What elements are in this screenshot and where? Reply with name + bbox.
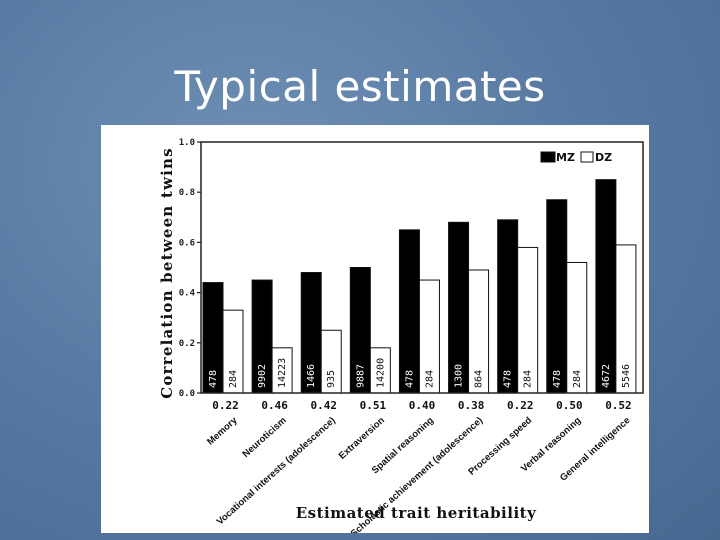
- sample-size-label: 935: [326, 370, 337, 388]
- heritability-label: 0.22: [212, 399, 239, 412]
- sample-size-label: 1466: [306, 364, 317, 388]
- bar-mz-8: [546, 199, 568, 394]
- sample-size-label: 14200: [375, 358, 386, 388]
- heritability-label: 0.46: [261, 399, 288, 412]
- chart-figure: 478 284 9902 14223 1466 935 9887 14200 478 284 130…: [101, 125, 649, 533]
- category-label: Extraversion: [337, 415, 387, 462]
- chart-legend: MZ DZ: [540, 151, 612, 164]
- sample-size-label: 864: [474, 370, 485, 388]
- sample-size-label: 1300: [454, 364, 465, 388]
- plot-frame: [200, 141, 644, 394]
- legend-label-mz: MZ: [556, 151, 575, 164]
- legend-swatch-dz: [580, 151, 594, 163]
- category-label: Neuroticism: [241, 415, 289, 460]
- twin-correlation-chart: 478 284 9902 14223 1466 935 9887 14200 478 284 130…: [158, 138, 644, 533]
- bar-mz-9: [595, 179, 617, 394]
- heritability-label: 0.42: [311, 399, 338, 412]
- bar-mz-5: [398, 229, 420, 394]
- y-axis-label: Correlation between twins: [158, 147, 176, 398]
- legend-swatch-mz: [540, 151, 556, 163]
- sample-size-label: 478: [503, 370, 514, 388]
- heritability-label: 0.51: [360, 399, 387, 412]
- y-tick-label: 0.0: [179, 389, 195, 399]
- legend-label-dz: DZ: [595, 151, 612, 164]
- sample-size-label: 9902: [257, 364, 268, 388]
- sample-size-label: 9887: [355, 364, 366, 388]
- sample-size-label: 478: [404, 370, 415, 388]
- sample-size-label: 4672: [601, 364, 612, 388]
- heritability-label: 0.22: [507, 399, 534, 412]
- heritability-label: 0.50: [556, 399, 583, 412]
- sample-size-label: 478: [208, 370, 219, 388]
- heritability-label: 0.40: [409, 399, 436, 412]
- sample-size-label: 14223: [277, 358, 288, 388]
- heritability-label: 0.52: [605, 399, 632, 412]
- sample-size-label: 284: [523, 370, 534, 388]
- category-label: Memory: [205, 415, 240, 448]
- slide-title: Typical estimates: [174, 62, 546, 111]
- x-axis-label: Estimated trait heritability: [296, 504, 537, 522]
- y-tick-label: 0.2: [179, 339, 195, 349]
- y-tick-label: 0.6: [179, 238, 195, 248]
- y-tick-label: 0.4: [179, 289, 196, 299]
- sample-size-label: 284: [424, 370, 435, 388]
- y-tick-label: 1.0: [179, 138, 195, 148]
- sample-size-label: 5546: [621, 364, 632, 388]
- sample-size-label: 284: [572, 370, 583, 388]
- bar-mz-7: [497, 219, 519, 394]
- y-tick-label: 0.8: [179, 188, 195, 198]
- sample-size-label: 284: [228, 370, 239, 388]
- sample-size-label: 478: [552, 370, 563, 388]
- heritability-label: 0.38: [458, 399, 485, 412]
